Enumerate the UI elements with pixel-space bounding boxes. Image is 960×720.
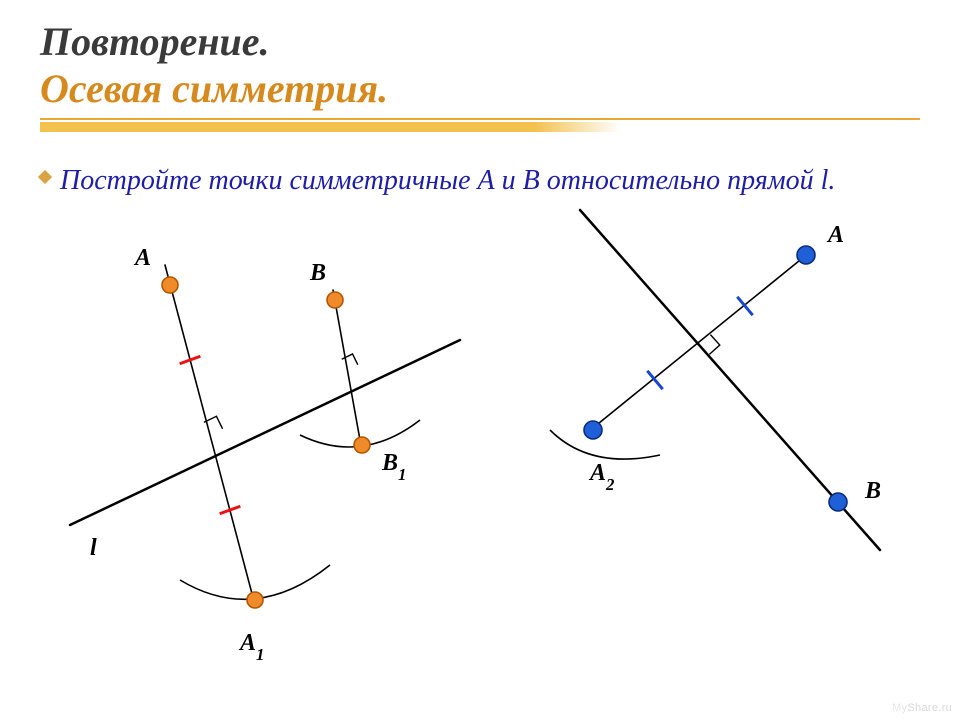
svg-text:В: В: [309, 260, 326, 286]
title-line1: Повторение.: [40, 18, 920, 65]
svg-text:l: l: [90, 535, 97, 561]
title-underline: [40, 118, 920, 136]
diagram-right: A A2 B: [510, 180, 930, 600]
svg-text:A2: A2: [588, 460, 614, 494]
bullet-icon: [38, 170, 52, 184]
svg-text:А: А: [133, 245, 151, 271]
title-line2: Осевая симметрия.: [40, 65, 920, 112]
svg-text:A: A: [826, 222, 844, 248]
diagram-left: А В В1 А1 l: [30, 210, 500, 680]
svg-text:В1: В1: [381, 450, 406, 484]
watermark: МуShare.ru: [892, 702, 952, 714]
svg-text:А1: А1: [238, 630, 264, 664]
svg-text:B: B: [864, 478, 881, 504]
